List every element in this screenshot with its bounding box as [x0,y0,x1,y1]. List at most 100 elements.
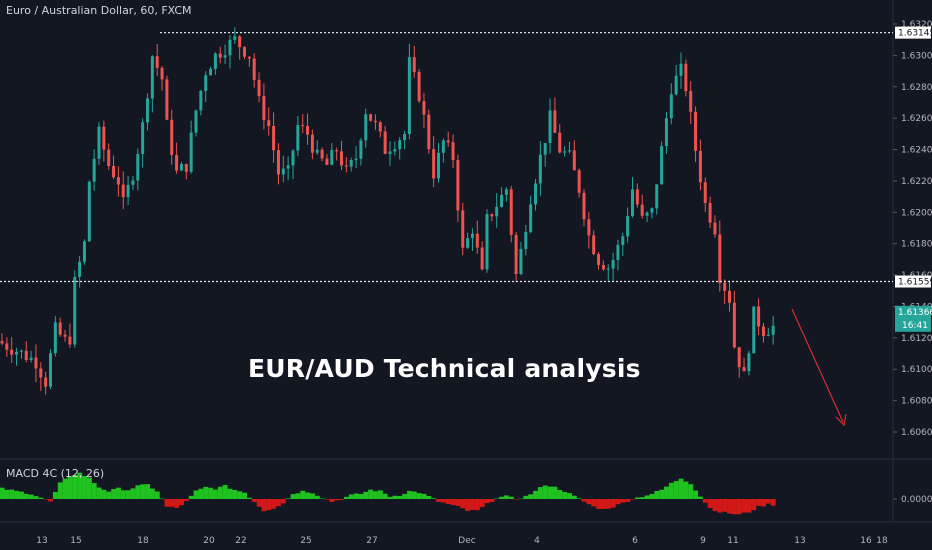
price-tick-label: 1.62800 [901,83,932,93]
candle-body [359,140,363,159]
candle-body [10,349,14,355]
candle-body [567,150,571,152]
candle-body [752,306,756,354]
macd-bar [324,499,330,500]
candle-body [534,183,537,205]
candle-body [737,347,741,368]
candle-body [664,118,668,147]
macd-bar [256,499,262,507]
candle-body [228,39,232,56]
macd-bar [518,498,524,500]
macd-bar [135,485,141,499]
price-axis[interactable]: 1.63200 1.63000 1.62800 1.62600 1.62400 1.622… [893,20,932,438]
candle-body [349,160,353,167]
macd-bar [678,478,684,499]
candle-body [393,149,397,152]
candle-body [131,180,135,185]
macd-bar [101,489,107,499]
candle-body [504,189,508,195]
time-axis[interactable]: 13 15 18 20 22 25 27 Dec 4 6 9 11 13 16 18 [36,536,888,546]
time-tick-label: 4 [534,536,540,546]
macd-bar [421,493,427,499]
candle-body [24,350,28,361]
macd-bar [707,499,713,508]
candle-body [403,133,407,141]
candle-body [509,189,513,235]
candle-body [15,351,19,355]
time-tick-label: 13 [794,536,805,546]
macd-bar [334,499,340,501]
candle-body [354,158,358,161]
candle-body [694,111,698,151]
macd-bar [145,484,150,499]
candle-body [684,63,688,92]
macd-bar [130,488,136,499]
macd-bar [436,499,441,502]
macd-bar [504,495,509,499]
candle-body [679,63,683,76]
macd-axis[interactable]: 0.00000 [893,495,932,505]
macd-bar [120,490,126,499]
candle-body [136,154,140,181]
candle-body [432,149,436,179]
time-tick-label: 9 [700,536,706,546]
candle-body [213,53,217,69]
macd-bar [605,499,611,509]
macd-bar [67,476,73,499]
candle-body [470,233,474,239]
macd-bar [668,482,674,499]
macd-bar [290,494,296,499]
macd-zero-label: 0.00000 [901,495,932,505]
macd-bar [242,492,247,499]
macd-bar [174,499,180,508]
macd-bar [722,499,728,512]
time-tick-label: 20 [203,536,215,546]
macd-bar [82,476,87,499]
candle-body [524,231,528,250]
time-tick-label: 11 [727,536,738,546]
price-tick-label: 1.62000 [901,208,932,218]
macd-bar [659,489,665,499]
time-tick-label: 15 [70,536,81,546]
macd-bar [0,487,5,499]
macd-bar [116,487,121,499]
macd-bar [698,496,703,499]
candle-body [281,168,285,175]
candle-body [369,114,373,121]
candle-body [238,36,242,48]
macd-bar [198,488,204,499]
macd-bar [280,499,286,504]
macd-bar [91,483,97,499]
macd-bar [523,495,529,499]
macd-bar [411,491,417,499]
price-tick-label: 1.61000 [901,365,932,375]
candle-body [165,79,169,120]
price-tick-label: 1.61800 [901,240,932,250]
resistance-price-tag-bg [895,26,931,39]
candle-body [296,125,300,151]
macd-bar [494,498,500,500]
candle-body [485,214,489,270]
time-tick-label: 6 [632,536,638,546]
candle-body [655,184,659,209]
candle-body [243,47,246,57]
macd-bar [43,499,49,500]
candle-body [747,353,751,372]
macd-bar [426,495,432,499]
macd-bar [72,474,78,499]
candle-body [757,306,761,327]
macd-bar [717,499,723,513]
macd-bar [644,495,650,499]
macd-bar [586,499,592,505]
price-tick-label: 1.63000 [901,51,932,61]
candle-body [427,114,431,150]
price-tick-label: 1.62400 [901,146,932,156]
candle-body [422,101,426,115]
macd-bar [154,491,160,499]
macd-bar [149,488,155,499]
candle-body [29,357,33,361]
macd-bar [751,499,757,511]
time-tick-label: Dec [458,536,475,546]
macd-bar [455,499,461,506]
